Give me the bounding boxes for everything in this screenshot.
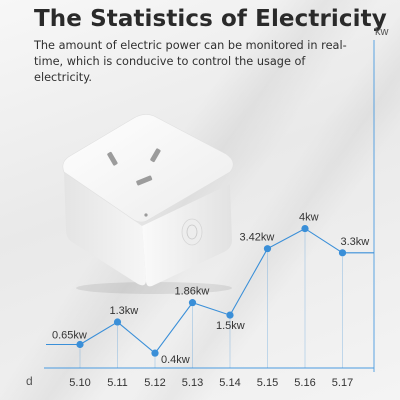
data-label-5.10: 0.65kw (52, 330, 87, 342)
smart-plug-image (62, 114, 234, 294)
data-point-5.14 (226, 311, 234, 319)
data-label-5.11: 1.3kw (110, 305, 139, 317)
x-axis-label: d (26, 374, 33, 388)
series-line (79, 227, 343, 354)
data-point-5.11 (113, 318, 122, 326)
data-label-5.15: 3.42kw (240, 232, 275, 244)
y-axis-label: kw (375, 26, 389, 38)
data-point-5.16 (301, 225, 309, 233)
x-tick-5.10: 5.10 (69, 377, 90, 389)
data-label-5.13: 1.86kw (175, 286, 210, 298)
data-point-5.17 (338, 249, 347, 257)
page-title: The Statistics of Electricity (34, 6, 387, 32)
x-tick-5.16: 5.16 (294, 377, 315, 389)
x-tick-5.17: 5.17 (332, 377, 353, 389)
x-tick-5.14: 5.14 (219, 377, 240, 389)
data-label-5.17: 3.3kw (341, 236, 370, 248)
data-label-5.14: 1.5kw (216, 320, 245, 332)
page-subtitle: The amount of electric power can be moni… (34, 39, 347, 84)
data-point-5.13 (188, 299, 197, 307)
data-label-5.12: 0.4kw (161, 354, 190, 366)
data-label-5.16: 4kw (299, 212, 319, 224)
x-tick-5.13: 5.13 (182, 377, 203, 389)
data-point-5.12 (151, 349, 159, 357)
x-tick-5.12: 5.12 (144, 377, 165, 389)
x-tick-5.15: 5.15 (257, 377, 278, 389)
data-point-5.10 (76, 340, 84, 349)
data-point-5.15 (263, 245, 272, 253)
x-tick-5.11: 5.11 (107, 377, 128, 389)
